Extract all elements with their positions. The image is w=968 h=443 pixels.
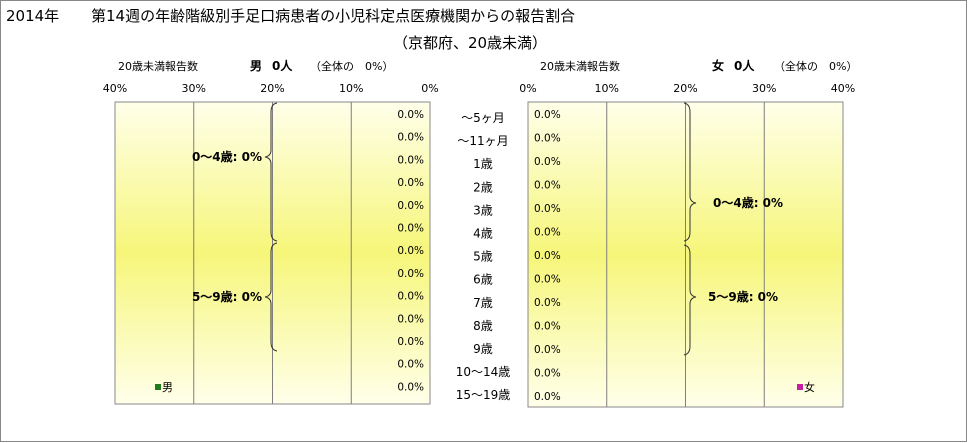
age-category-label: 5歳 bbox=[473, 250, 493, 264]
left-value-label: 0.0% bbox=[397, 381, 424, 393]
right-legend-label: 女 bbox=[804, 380, 815, 394]
age-category-label: 9歳 bbox=[473, 342, 493, 356]
right-axis-ticks: 0% 10% 20% 30% 40% bbox=[519, 82, 855, 95]
title-year: 2014年 bbox=[6, 7, 59, 25]
left-header-label: 20歳未満報告数 bbox=[118, 60, 198, 73]
left-brace-5-9 bbox=[264, 242, 278, 352]
left-value-label: 0.0% bbox=[397, 313, 424, 325]
right-value-label: 0.0% bbox=[534, 180, 561, 192]
age-category-label: 10～14歳 bbox=[456, 365, 511, 379]
age-category-label: 2歳 bbox=[473, 180, 493, 194]
left-value-label: 0.0% bbox=[397, 359, 424, 371]
right-group-label-0-4: 0～4歳: 0% bbox=[713, 195, 783, 210]
right-value-label: 0.0% bbox=[534, 344, 561, 356]
left-group-label-0-4: 0～4歳: 0% bbox=[192, 149, 262, 164]
left-brace-0-4 bbox=[264, 102, 278, 242]
right-tick-label: 20% bbox=[673, 82, 697, 95]
right-header-count: 0人 bbox=[734, 58, 755, 73]
left-value-label: 0.0% bbox=[397, 291, 424, 303]
right-brace-5-9 bbox=[683, 244, 697, 356]
right-value-label: 0.0% bbox=[534, 227, 561, 239]
right-header-share: （全体の 0%） bbox=[774, 59, 857, 73]
right-tick-label: 10% bbox=[595, 82, 619, 95]
right-value-label: 0.0% bbox=[534, 109, 561, 121]
left-tick-label: 10% bbox=[339, 82, 363, 95]
age-category-label: 6歳 bbox=[473, 273, 493, 287]
age-category-label: 3歳 bbox=[473, 203, 493, 217]
left-value-label: 0.0% bbox=[397, 223, 424, 235]
right-value-label: 0.0% bbox=[534, 250, 561, 262]
right-header-sex: 女 bbox=[712, 58, 724, 73]
right-value-labels: 0.0% 0.0% 0.0% 0.0% 0.0% 0.0% 0.0% 0.0% 0.0% 0.0%… bbox=[534, 109, 561, 403]
age-category-label: 1歳 bbox=[473, 157, 493, 171]
right-value-label: 0.0% bbox=[534, 321, 561, 333]
right-value-label: 0.0% bbox=[534, 133, 561, 145]
right-group-label-5-9: 5～9歳: 0% bbox=[708, 289, 778, 304]
right-tick-label: 30% bbox=[752, 82, 776, 95]
left-value-label: 0.0% bbox=[397, 154, 424, 166]
right-tick-label: 0% bbox=[519, 82, 536, 95]
left-value-label: 0.0% bbox=[397, 132, 424, 144]
right-value-label: 0.0% bbox=[534, 156, 561, 168]
left-group-label-5-9: 5～9歳: 0% bbox=[192, 289, 262, 304]
age-category-labels: ～5ヶ月 ～11ヶ月 1歳 2歳 3歳 4歳 5歳 6歳 7歳 8歳 9歳 10～14歳 15～19歳 bbox=[456, 111, 511, 402]
right-header-label: 20歳未満報告数 bbox=[540, 60, 620, 73]
age-category-label: 7歳 bbox=[473, 296, 493, 310]
right-value-label: 0.0% bbox=[534, 203, 561, 215]
left-axis-ticks: 40% 30% 20% 10% 0% bbox=[103, 82, 439, 95]
age-category-label: 15～19歳 bbox=[456, 388, 511, 402]
age-category-label: 4歳 bbox=[473, 227, 493, 241]
age-category-label: ～5ヶ月 bbox=[461, 111, 505, 125]
left-tick-label: 20% bbox=[260, 82, 284, 95]
left-gridlines bbox=[193, 102, 352, 404]
left-value-label: 0.0% bbox=[397, 200, 424, 212]
left-legend-swatch bbox=[155, 384, 161, 390]
left-legend-label: 男 bbox=[162, 381, 173, 394]
right-brace-0-4 bbox=[683, 102, 697, 242]
left-value-label: 0.0% bbox=[397, 245, 424, 257]
right-tick-label: 40% bbox=[831, 82, 855, 95]
left-tick-label: 0% bbox=[421, 82, 438, 95]
left-value-label: 0.0% bbox=[397, 268, 424, 280]
left-header-count: 0人 bbox=[272, 58, 293, 73]
right-gridlines bbox=[606, 102, 765, 407]
right-value-label: 0.0% bbox=[534, 297, 561, 309]
left-tick-label: 30% bbox=[182, 82, 206, 95]
left-header-share: （全体の 0%） bbox=[310, 59, 393, 73]
right-value-label: 0.0% bbox=[534, 274, 561, 286]
chart-title: 第14週の年齢階級別手足口病患者の小児科定点医療機関からの報告割合 bbox=[91, 7, 575, 25]
left-header-sex: 男 bbox=[250, 59, 262, 73]
left-tick-label: 40% bbox=[103, 82, 127, 95]
right-value-label: 0.0% bbox=[534, 368, 561, 380]
left-value-label: 0.0% bbox=[397, 109, 424, 121]
age-category-label: ～11ヶ月 bbox=[457, 134, 508, 148]
right-legend-swatch bbox=[797, 384, 803, 390]
left-value-labels: 0.0% 0.0% 0.0% 0.0% 0.0% 0.0% 0.0% 0.0% 0.0% 0.0%… bbox=[397, 109, 424, 393]
chart-subtitle: （京都府、20歳未満） bbox=[393, 34, 547, 52]
right-value-label: 0.0% bbox=[534, 391, 561, 403]
left-value-label: 0.0% bbox=[397, 177, 424, 189]
left-value-label: 0.0% bbox=[397, 336, 424, 348]
age-category-label: 8歳 bbox=[473, 319, 493, 333]
